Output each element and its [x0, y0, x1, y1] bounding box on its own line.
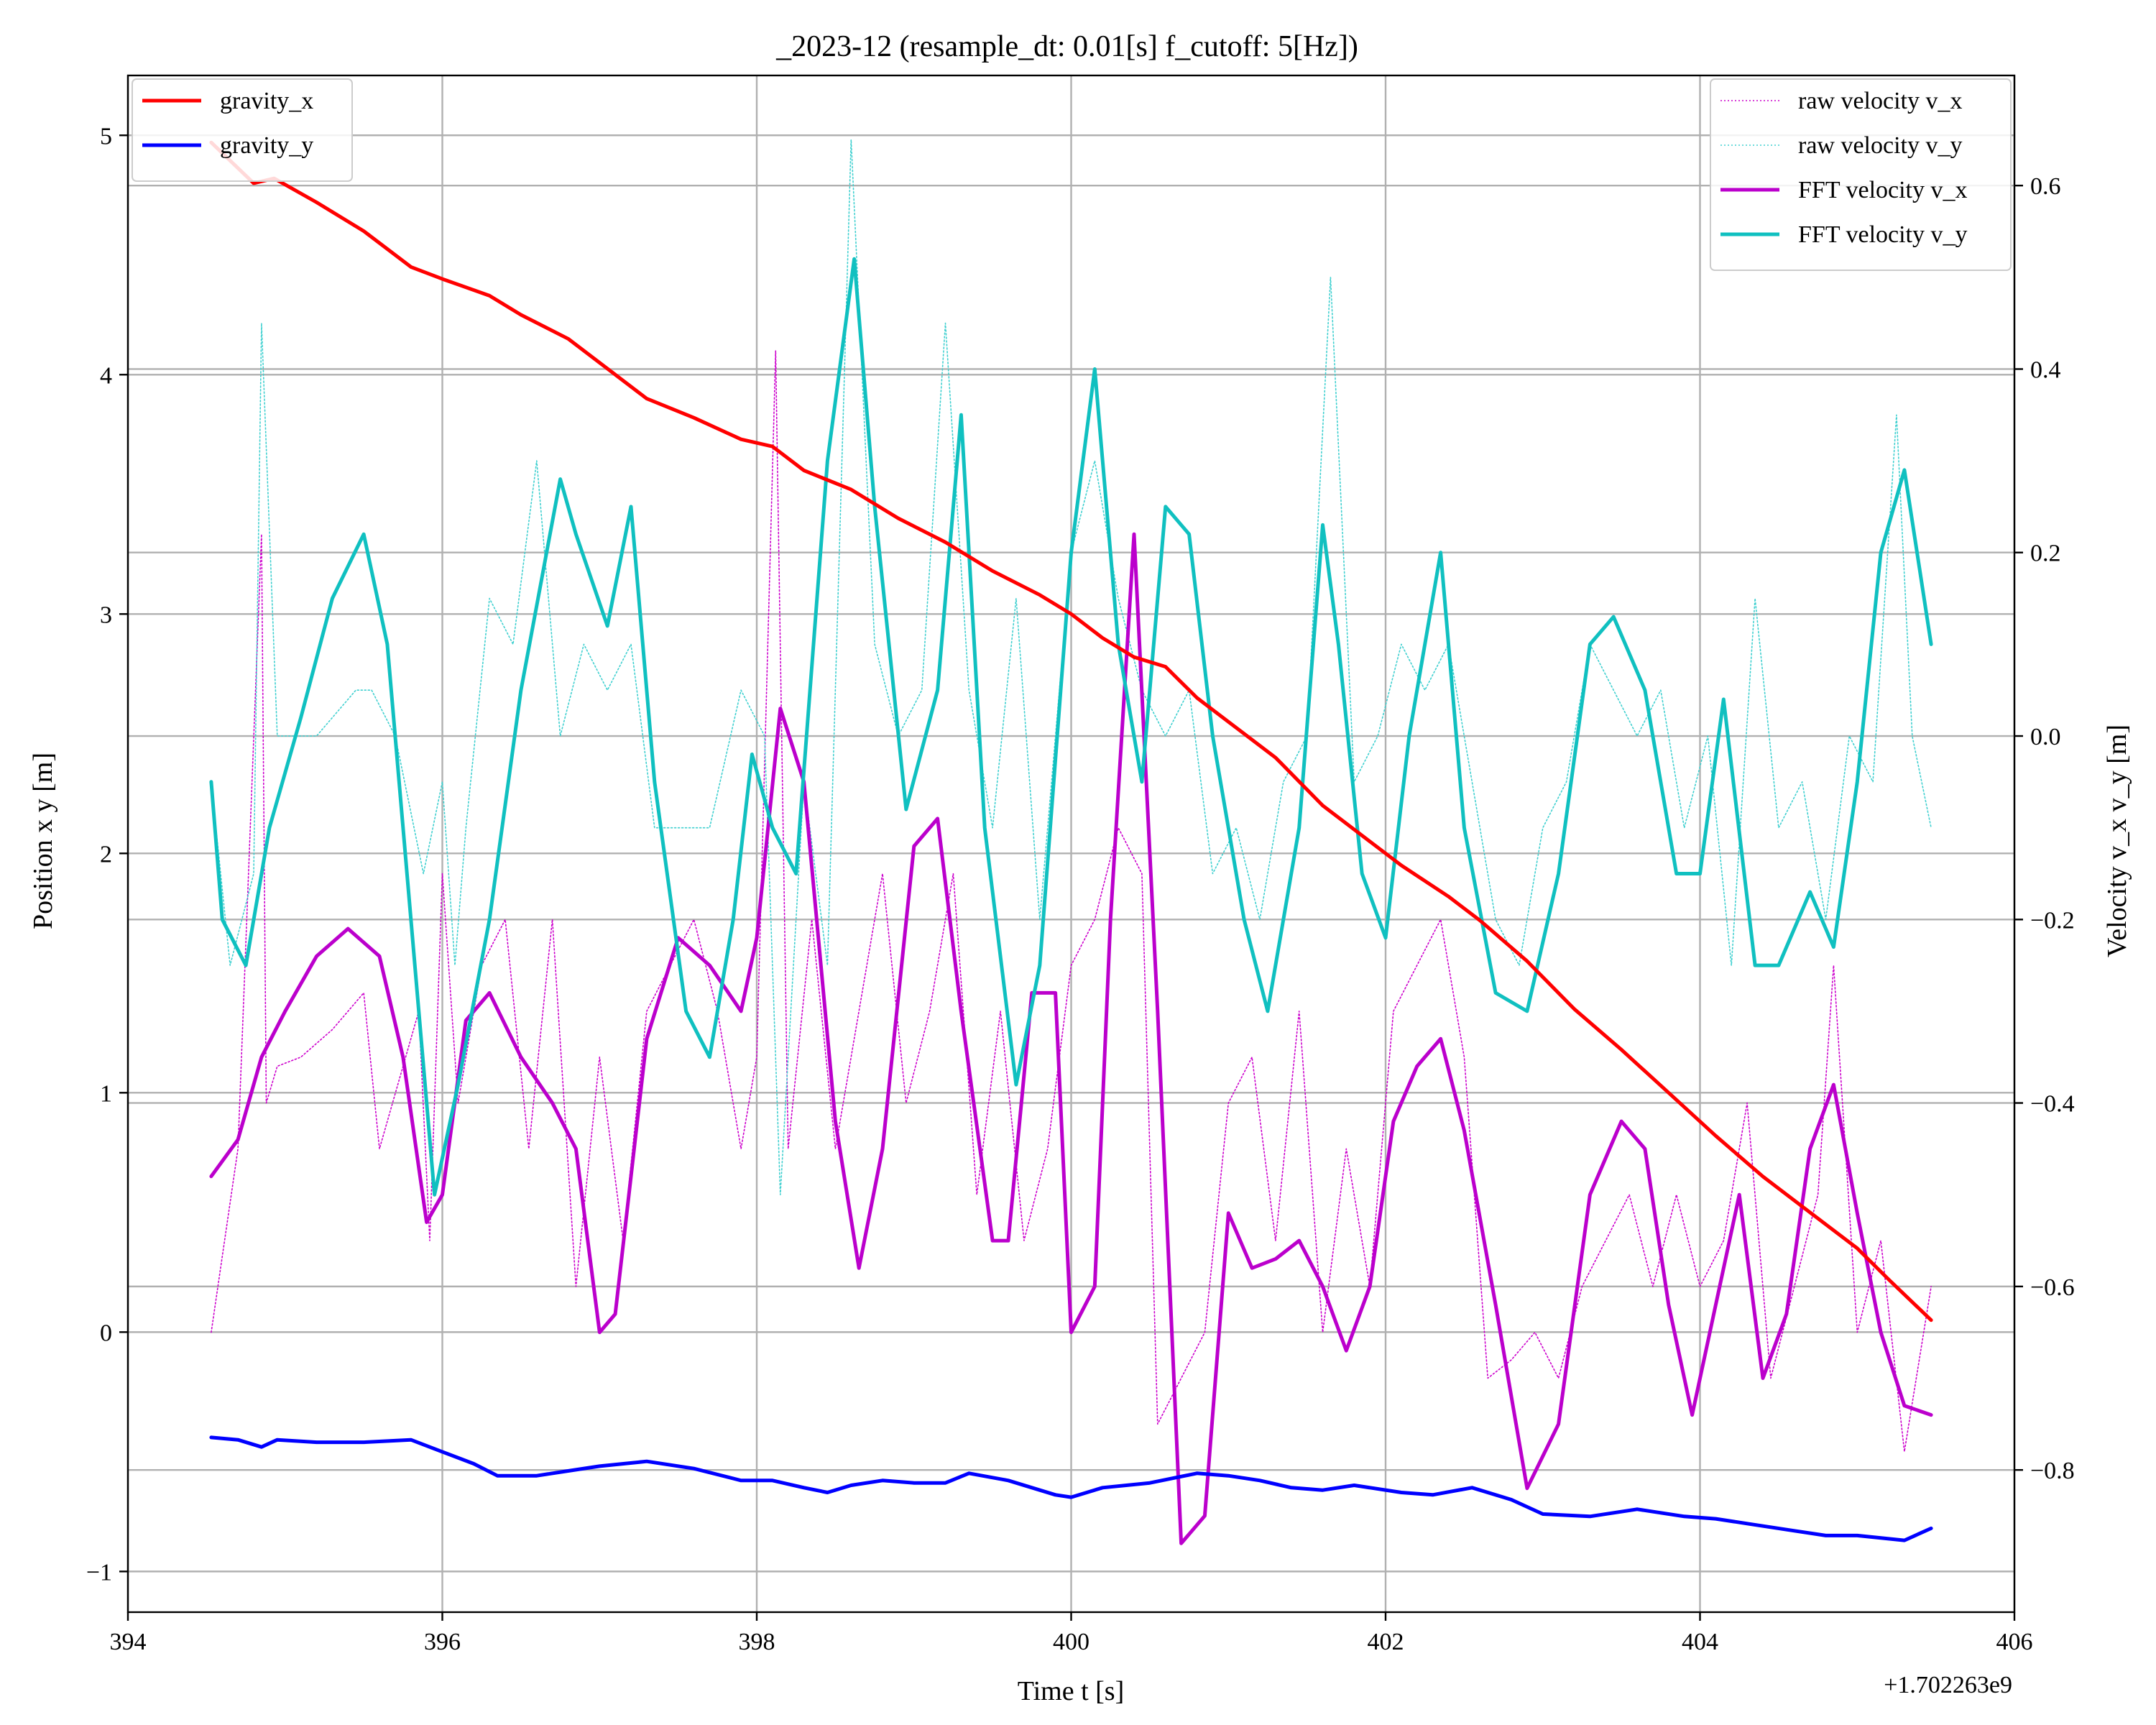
left-axis-series: [209, 140, 1933, 1542]
left-y-tick-label: 2: [100, 841, 112, 868]
series-line-gravity-x: [209, 140, 1933, 1322]
series-line-fft-velocity-v-x: [209, 532, 1933, 1545]
legend-label-gravity-y: gravity_y: [220, 132, 313, 159]
grid-horizontal-left: [128, 134, 2014, 1573]
left-y-tick-label: 3: [100, 602, 112, 628]
series-line-gravity-y: [209, 1435, 1933, 1542]
x-axis-ticks: 394 396 398 400 402 404 406: [110, 1612, 2033, 1655]
chart-title: _2023-12 (resample_dt: 0.01[s] f_cutoff:…: [775, 30, 1358, 63]
left-y-tick-label: 0: [100, 1320, 112, 1346]
right-y-tick-label: 0.2: [2030, 540, 2061, 567]
x-axis-offset-text: +1.702263e9: [1884, 1672, 2012, 1698]
right-y-tick-label: 0.0: [2030, 724, 2061, 750]
x-tick-label: 400: [1053, 1629, 1089, 1655]
right-y-axis-label: Velocity v_x v_y [m]: [2102, 724, 2132, 957]
legend-left: gravity_x gravity_y: [132, 78, 353, 182]
legend-label-fft-velocity-v-y: FFT velocity v_y: [1798, 221, 1968, 248]
right-y-tick-label: −0.2: [2030, 907, 2075, 934]
legend-label-gravity-x: gravity_x: [220, 88, 313, 114]
left-y-tick-label: −1: [86, 1559, 112, 1586]
left-y-axis-ticks: −1 0 1 2 3 4 5: [86, 123, 128, 1586]
right-axis-series: [209, 139, 1933, 1545]
grid-horizontal-right: [128, 184, 2014, 1471]
right-y-tick-label: −0.8: [2030, 1458, 2075, 1484]
x-tick-label: 406: [1996, 1629, 2033, 1655]
x-tick-label: 404: [1682, 1629, 1718, 1655]
left-y-axis-label: Position x y [m]: [28, 753, 58, 929]
x-tick-label: 398: [739, 1629, 775, 1655]
legend-frame: [1710, 78, 2012, 271]
right-y-tick-label: −0.6: [2030, 1274, 2075, 1301]
right-y-axis-ticks: −0.8 −0.6 −0.4 −0.2 0.0 0.2 0.4 0.6: [2014, 173, 2075, 1484]
right-y-tick-label: 0.4: [2030, 356, 2061, 383]
x-tick-label: 394: [110, 1629, 147, 1655]
legend-label-raw-velocity-v-y: raw velocity v_y: [1798, 132, 1963, 159]
x-tick-label: 402: [1368, 1629, 1404, 1655]
legend-label-raw-velocity-v-x: raw velocity v_x: [1798, 88, 1963, 114]
legend-label-fft-velocity-v-x: FFT velocity v_x: [1798, 177, 1968, 203]
legend-frame: [132, 78, 353, 182]
series-line-fft-velocity-v-y: [209, 257, 1933, 1197]
right-y-tick-label: 0.6: [2030, 173, 2061, 200]
right-y-tick-label: −0.4: [2030, 1091, 2075, 1118]
left-y-tick-label: 5: [100, 123, 112, 150]
left-y-tick-label: 1: [100, 1080, 112, 1107]
x-axis-label: Time t [s]: [1018, 1676, 1125, 1706]
x-tick-label: 396: [424, 1629, 461, 1655]
left-y-tick-label: 4: [100, 362, 112, 389]
